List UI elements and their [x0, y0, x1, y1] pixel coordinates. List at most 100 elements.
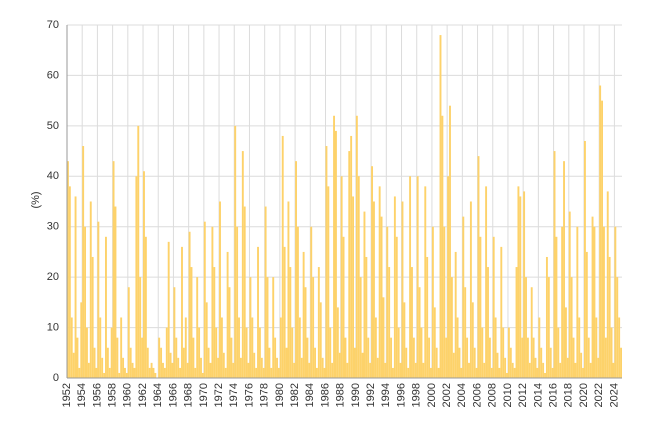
bar — [407, 367, 410, 378]
y-tick-label: 30 — [47, 221, 59, 233]
y-tick-label: 20 — [47, 271, 59, 283]
bar — [105, 236, 107, 378]
bar — [268, 347, 271, 378]
bar — [194, 367, 197, 378]
bar — [350, 135, 353, 378]
bar — [578, 317, 581, 378]
bar — [479, 236, 482, 378]
bar — [203, 221, 206, 378]
bar — [241, 151, 244, 378]
bar — [599, 85, 602, 378]
bar — [591, 216, 594, 378]
bar — [141, 337, 144, 378]
bar — [86, 327, 88, 378]
bar — [213, 267, 216, 378]
bar — [559, 362, 562, 378]
bar — [257, 246, 259, 378]
x-tick-label: 1966 — [167, 383, 179, 407]
bar — [475, 367, 478, 378]
x-tick-label: 1998 — [411, 383, 423, 407]
bar — [68, 186, 71, 378]
bar — [409, 176, 412, 378]
bar — [384, 362, 387, 378]
bar — [369, 362, 372, 378]
bar — [492, 236, 495, 378]
bar — [165, 327, 168, 378]
bar — [469, 201, 472, 378]
x-tick-label: 1976 — [243, 383, 255, 407]
bar — [148, 367, 151, 378]
x-tick-label: 1996 — [395, 383, 407, 407]
bar — [496, 352, 499, 378]
bar — [276, 357, 278, 378]
bar — [289, 267, 292, 378]
bar — [601, 100, 603, 379]
bar — [314, 347, 316, 378]
bar — [585, 251, 588, 378]
bar — [312, 277, 315, 378]
bar — [392, 367, 394, 378]
bar — [67, 161, 69, 378]
x-tick-label: 1968 — [183, 383, 195, 407]
x-tick-label: 1978 — [259, 383, 271, 407]
bar — [502, 327, 505, 378]
bar — [139, 277, 142, 378]
bar — [217, 357, 220, 378]
bar — [258, 327, 261, 378]
x-tick-label: 2012 — [517, 383, 529, 407]
bar — [300, 357, 303, 378]
bar — [405, 347, 408, 378]
bar — [441, 115, 444, 379]
bar — [507, 327, 510, 378]
bar — [374, 317, 377, 378]
bar — [390, 337, 393, 378]
bar — [167, 241, 170, 378]
bar — [426, 256, 429, 378]
bar — [509, 347, 512, 378]
bar — [416, 176, 419, 378]
bar — [538, 317, 541, 378]
bar — [528, 362, 531, 378]
x-tick-label: 1994 — [380, 383, 392, 407]
bar — [215, 327, 218, 378]
bar — [555, 236, 558, 378]
bar — [477, 156, 480, 378]
bar — [135, 176, 138, 378]
bar — [523, 191, 526, 378]
bar — [411, 267, 413, 378]
bar — [582, 367, 584, 378]
bar — [449, 105, 451, 378]
bar — [540, 347, 543, 378]
bar — [200, 357, 202, 378]
bar — [270, 367, 273, 378]
bar — [564, 307, 567, 378]
bar — [238, 317, 240, 378]
bar — [125, 372, 128, 378]
bar — [618, 317, 621, 378]
bar — [487, 267, 489, 378]
bar — [175, 337, 178, 378]
bar — [376, 357, 379, 378]
bar — [266, 277, 269, 378]
bar — [272, 277, 275, 378]
bar — [127, 287, 130, 378]
bar — [331, 362, 334, 378]
bar — [485, 186, 488, 378]
bar — [76, 337, 79, 378]
bar — [403, 302, 406, 378]
bar — [437, 367, 440, 378]
x-tick-label: 2022 — [593, 383, 605, 407]
bar — [367, 337, 370, 378]
bar — [614, 226, 617, 378]
bar — [534, 357, 537, 378]
bar — [162, 362, 164, 378]
bar — [566, 357, 569, 378]
x-tick-label: 2002 — [441, 383, 453, 407]
bar — [608, 256, 611, 378]
bar — [412, 337, 415, 378]
x-tick-label: 2014 — [532, 383, 544, 407]
bar — [118, 372, 121, 378]
bar — [219, 201, 221, 378]
bar — [152, 367, 155, 378]
